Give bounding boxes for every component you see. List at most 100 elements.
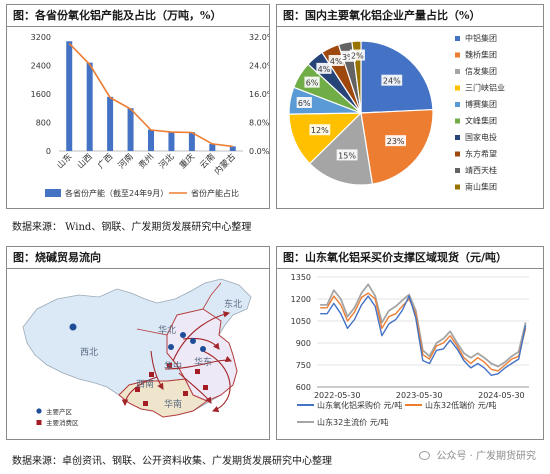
pie-legend-item: 魏桥集团 bbox=[455, 50, 497, 60]
consumer-square bbox=[183, 391, 188, 396]
capacity-y2-tick: 0.0% bbox=[249, 147, 269, 156]
price-y-tick: 750 bbox=[296, 361, 311, 370]
consumer-markers bbox=[135, 363, 208, 406]
svg-text:信发集团: 信发集团 bbox=[465, 66, 497, 76]
price-series-line bbox=[320, 295, 527, 377]
capacity-bar bbox=[66, 41, 73, 151]
share-legend: 中铝集团魏桥集团信发集团三门峡铝业博赛集团文峰集团国家电投东方希望靖西天桂南山集… bbox=[455, 33, 505, 192]
pie-legend-item: 中铝集团 bbox=[455, 33, 497, 43]
price-y-tick: 600 bbox=[296, 383, 311, 392]
capacity-bar bbox=[209, 143, 216, 151]
map-northeast-border bbox=[202, 282, 222, 310]
pie-legend-item: 三门峡铝业 bbox=[455, 83, 505, 93]
flow-arrow bbox=[172, 311, 231, 362]
map-region-label: 西南 bbox=[136, 378, 154, 390]
consumer-square bbox=[167, 363, 172, 368]
pie-value-label: 4% bbox=[316, 62, 332, 74]
pie-legend-item: 靖西天桂 bbox=[455, 165, 497, 175]
capacity-bar bbox=[107, 96, 114, 151]
capacity-panel: 图：各省份氧化铝产能及占比（万吨，%） 0 800 1600 2400 3200 0.0… bbox=[6, 4, 270, 209]
svg-text:23%: 23% bbox=[387, 137, 405, 146]
capacity-y2-tick: 32.0% bbox=[249, 33, 269, 42]
source-note-bottom: 数据来源：卓创资讯、钢联、公开资料收集、广发期货发展研究中心整理 bbox=[12, 456, 332, 467]
pie-value-label: 2% bbox=[349, 49, 365, 61]
pie-value-label: 3% bbox=[340, 50, 356, 62]
capacity-chart: 0 800 1600 2400 3200 0.0% 8.0% 16.0% 24.0% 32.0%… bbox=[31, 33, 269, 198]
capacity-x-tick: 内蒙古 bbox=[212, 151, 238, 177]
capacity-y2-tick: 24.0% bbox=[249, 62, 269, 71]
svg-text:6%: 6% bbox=[306, 79, 319, 88]
map-legend-producer-label: 主要产区 bbox=[46, 407, 73, 416]
pie-value-label: 24% bbox=[381, 74, 403, 86]
capacity-legend-bar-label: 各省份产能（截至24年9月） bbox=[65, 188, 168, 198]
price-chart: 600 750 900 1050 1200 1350 2022-05-30 2023-05-… bbox=[291, 273, 529, 427]
flow-arrow bbox=[202, 350, 231, 413]
map-legend-consumer-label: 主要消费区 bbox=[46, 418, 79, 427]
price-x-tick: 2022-05-30 bbox=[314, 391, 361, 400]
consumer-square bbox=[149, 372, 154, 377]
capacity-bar bbox=[127, 108, 134, 151]
capacity-y-tick: 0 bbox=[46, 147, 51, 156]
capacity-x-tick: 山东 bbox=[55, 151, 75, 171]
capacity-bar bbox=[188, 132, 195, 151]
svg-text:中铝集团: 中铝集团 bbox=[465, 33, 497, 43]
svg-text:4%: 4% bbox=[330, 57, 343, 66]
svg-text:东方希望: 东方希望 bbox=[465, 149, 497, 159]
flow-map-legend: 主要产区 主要消费区 bbox=[36, 407, 79, 427]
pie-legend-item: 南山集团 bbox=[455, 182, 497, 192]
svg-text:文峰集团: 文峰集团 bbox=[465, 116, 497, 126]
pie-value-label: 4% bbox=[328, 54, 344, 66]
flow-panel: 图：烧碱贸易流向 bbox=[6, 246, 270, 440]
watermark: 公众号 · 广发期货研究 bbox=[419, 447, 536, 462]
price-series-line bbox=[320, 292, 527, 372]
flow-arrow bbox=[121, 376, 158, 407]
svg-text:靖西天桂: 靖西天桂 bbox=[465, 165, 497, 175]
capacity-legend: 各省份产能（截至24年9月） 省份产能占比 bbox=[45, 188, 239, 198]
svg-text:24%: 24% bbox=[383, 77, 401, 86]
svg-text:山东氧化铝采购价 元/吨: 山东氧化铝采购价 元/吨 bbox=[317, 400, 402, 410]
capacity-chart-title: 图：各省份氧化铝产能及占比（万吨，%） bbox=[7, 5, 269, 27]
capacity-y-tick: 3200 bbox=[31, 33, 51, 42]
price-legend-item: 山东32低端价 元/吨 bbox=[405, 400, 496, 410]
capacity-y-tick: 1600 bbox=[31, 90, 51, 99]
svg-text:2%: 2% bbox=[351, 52, 364, 61]
consumer-square bbox=[135, 387, 140, 392]
consumer-square bbox=[143, 401, 148, 406]
pie-value-label: 6% bbox=[296, 96, 312, 108]
price-y-tick: 1200 bbox=[291, 295, 311, 304]
map-region-label: 华中 bbox=[164, 360, 182, 372]
capacity-share-line bbox=[68, 42, 233, 148]
capacity-legend-line-label: 省份产能占比 bbox=[191, 188, 239, 198]
price-legend-item: 山东32主流价 元/吨 bbox=[297, 417, 388, 427]
pie-value-label: 23% bbox=[385, 135, 407, 147]
svg-text:博赛集团: 博赛集团 bbox=[465, 99, 497, 109]
consumer-square bbox=[195, 369, 200, 374]
flow-arrow bbox=[178, 372, 212, 404]
price-chart-title: 图：山东氧化铝采买价支撑区域现货（元/吨） bbox=[277, 247, 543, 269]
blue-dot-icon bbox=[36, 408, 42, 414]
pie-legend-item: 博赛集团 bbox=[455, 99, 497, 109]
pie-value-label: 12% bbox=[309, 124, 331, 136]
share-panel: 图：国内主要氧化铝企业产量占比（%） 24% 23% 15% 12% 6% 6% 4% 4% 3… bbox=[276, 4, 544, 209]
capacity-legend-bar-swatch bbox=[45, 189, 61, 197]
map-region-label: 华东 bbox=[194, 356, 212, 368]
map-region-label: 华南 bbox=[164, 398, 182, 410]
flow-arrow bbox=[182, 337, 220, 350]
map-central-border bbox=[128, 328, 186, 386]
capacity-x-tick: 重庆 bbox=[177, 151, 197, 171]
flow-chart-title: 图：烧碱贸易流向 bbox=[7, 247, 269, 269]
capacity-x-tick: 贵州 bbox=[136, 151, 156, 171]
producer-dot bbox=[200, 346, 206, 352]
svg-text:3%: 3% bbox=[342, 53, 355, 62]
svg-text:12%: 12% bbox=[311, 126, 329, 135]
producer-markers bbox=[69, 323, 206, 352]
producer-dot bbox=[69, 323, 77, 331]
capacity-y2-tick: 16.0% bbox=[249, 90, 269, 99]
capacity-bar bbox=[229, 146, 236, 151]
capacity-x-tick: 山西 bbox=[75, 151, 95, 171]
price-x-tick: 2024-05-30 bbox=[478, 391, 524, 400]
flow-arrow bbox=[164, 355, 233, 370]
flow-arrow bbox=[150, 350, 164, 390]
map-region-label: 东北 bbox=[224, 298, 242, 310]
